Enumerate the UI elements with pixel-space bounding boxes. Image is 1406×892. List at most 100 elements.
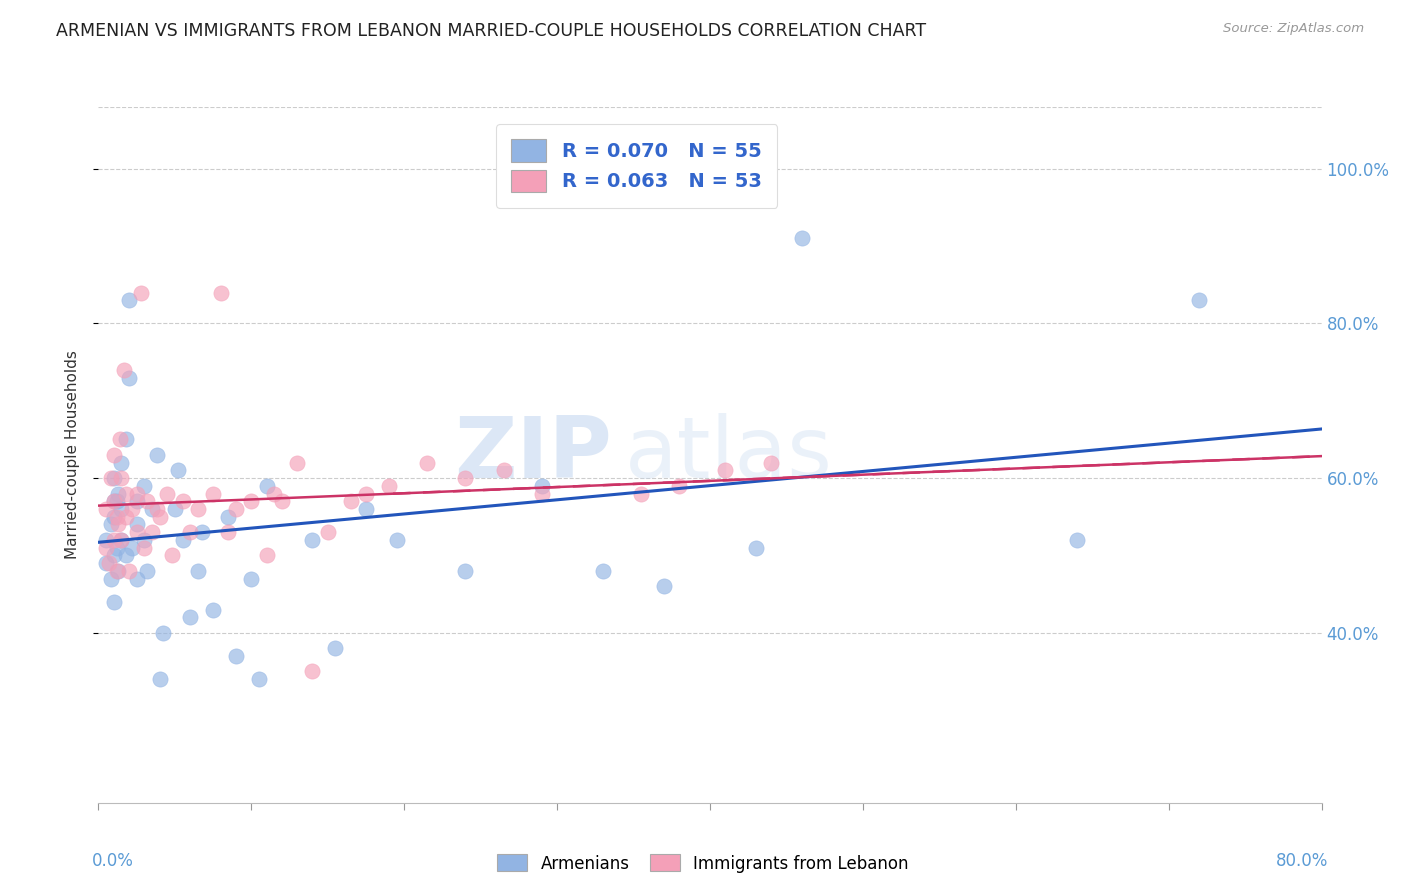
Point: [167, 463, 190, 477]
Point: [385, 533, 408, 547]
Text: atlas: atlas: [624, 413, 832, 497]
Point: [115, 433, 138, 447]
Point: [316, 525, 339, 540]
Legend: R = 0.070   N = 55, R = 0.063   N = 53: R = 0.070 N = 55, R = 0.063 N = 53: [496, 124, 778, 208]
Point: [745, 541, 768, 555]
Point: [107, 486, 129, 500]
Point: [94, 541, 117, 555]
Point: [125, 517, 148, 532]
Point: [630, 486, 652, 500]
Point: [121, 502, 143, 516]
Point: [110, 533, 132, 547]
Point: [301, 533, 323, 547]
Point: [105, 494, 128, 508]
Point: [103, 595, 125, 609]
Point: [209, 285, 232, 300]
Point: [141, 525, 163, 540]
Point: [103, 549, 125, 563]
Point: [1188, 293, 1211, 308]
Point: [125, 572, 148, 586]
Point: [100, 572, 122, 586]
Point: [105, 541, 128, 555]
Point: [454, 471, 477, 485]
Point: [592, 564, 614, 578]
Point: [125, 494, 148, 508]
Point: [354, 486, 377, 500]
Point: [454, 564, 477, 578]
Point: [301, 665, 323, 679]
Point: [270, 494, 292, 508]
Point: [790, 231, 813, 245]
Point: [125, 486, 148, 500]
Point: [172, 533, 194, 547]
Point: [103, 448, 125, 462]
Point: [759, 456, 782, 470]
Point: [145, 448, 167, 462]
Point: [325, 641, 347, 656]
Point: [94, 502, 117, 516]
Point: [145, 502, 167, 516]
Text: ZIP: ZIP: [454, 413, 612, 497]
Point: [152, 625, 174, 640]
Point: [100, 471, 122, 485]
Point: [115, 549, 138, 563]
Point: [149, 509, 172, 524]
Point: [225, 648, 247, 663]
Point: [217, 509, 239, 524]
Point: [240, 494, 263, 508]
Point: [105, 509, 128, 524]
Text: 80.0%: 80.0%: [1275, 852, 1327, 870]
Point: [136, 494, 159, 508]
Point: [118, 370, 141, 384]
Text: ARMENIAN VS IMMIGRANTS FROM LEBANON MARRIED-COUPLE HOUSEHOLDS CORRELATION CHART: ARMENIAN VS IMMIGRANTS FROM LEBANON MARR…: [56, 22, 927, 40]
Legend: Armenians, Immigrants from Lebanon: Armenians, Immigrants from Lebanon: [491, 847, 915, 880]
Point: [110, 533, 132, 547]
Point: [129, 285, 152, 300]
Point: [339, 494, 361, 508]
Point: [668, 479, 690, 493]
Point: [118, 564, 141, 578]
Text: Source: ZipAtlas.com: Source: ZipAtlas.com: [1223, 22, 1364, 36]
Point: [492, 463, 515, 477]
Point: [98, 556, 121, 570]
Point: [134, 533, 156, 547]
Point: [121, 541, 143, 555]
Point: [125, 525, 148, 540]
Point: [105, 564, 128, 578]
Point: [103, 494, 125, 508]
Point: [240, 572, 263, 586]
Point: [112, 363, 135, 377]
Point: [108, 433, 131, 447]
Point: [115, 486, 138, 500]
Point: [263, 486, 285, 500]
Point: [202, 486, 225, 500]
Point: [530, 486, 553, 500]
Point: [256, 479, 278, 493]
Point: [110, 456, 132, 470]
Point: [103, 471, 125, 485]
Point: [156, 486, 179, 500]
Point: [115, 509, 138, 524]
Point: [118, 293, 141, 308]
Point: [1066, 533, 1088, 547]
Point: [110, 471, 132, 485]
Point: [163, 502, 186, 516]
Point: [100, 517, 122, 532]
Point: [354, 502, 377, 516]
Point: [94, 533, 117, 547]
Point: [149, 672, 172, 686]
Point: [179, 525, 201, 540]
Point: [103, 533, 125, 547]
Point: [134, 541, 156, 555]
Point: [714, 463, 737, 477]
Point: [652, 579, 675, 593]
Y-axis label: Married-couple Households: Married-couple Households: [65, 351, 80, 559]
Point: [416, 456, 439, 470]
Point: [256, 549, 278, 563]
Point: [191, 525, 214, 540]
Point: [172, 494, 194, 508]
Point: [110, 502, 132, 516]
Point: [134, 479, 156, 493]
Point: [141, 502, 163, 516]
Point: [179, 610, 201, 624]
